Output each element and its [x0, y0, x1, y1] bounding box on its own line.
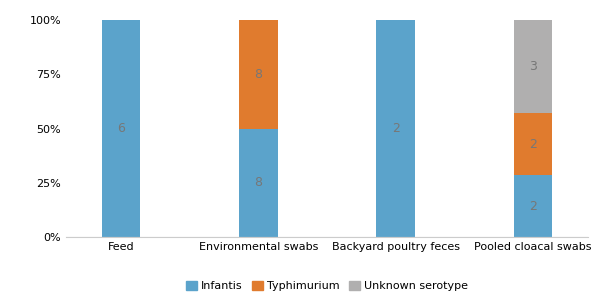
Legend: Infantis, Typhimurium, Unknown serotype: Infantis, Typhimurium, Unknown serotype [181, 277, 473, 296]
Bar [514, 113, 552, 175]
Text: 2: 2 [392, 122, 400, 135]
Bar [239, 20, 278, 129]
Text: 6: 6 [117, 122, 125, 135]
Bar [376, 20, 415, 237]
Text: 2: 2 [529, 200, 537, 212]
Bar [514, 175, 552, 237]
Bar [514, 20, 552, 113]
Text: 2: 2 [529, 137, 537, 150]
Text: 8: 8 [254, 68, 262, 81]
Bar [102, 20, 140, 237]
Text: 3: 3 [529, 60, 537, 73]
Bar [239, 129, 278, 237]
Text: 8: 8 [254, 176, 262, 189]
